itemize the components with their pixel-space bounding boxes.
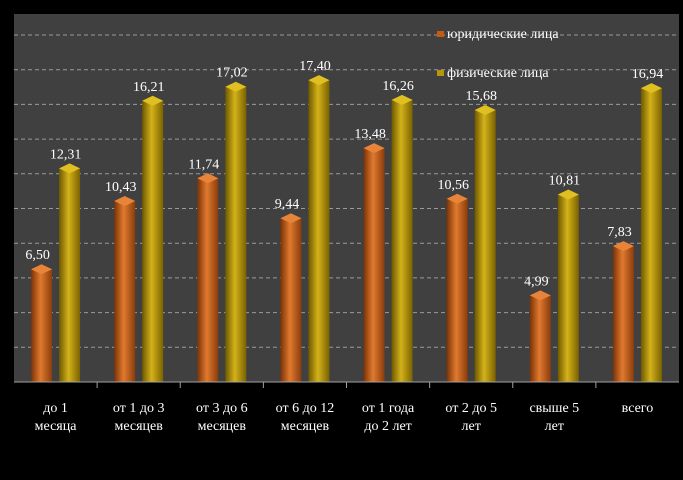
bar-top-cap: [640, 83, 662, 94]
data-label: 13,48: [354, 127, 386, 142]
category-label: от 3 до 6: [196, 401, 248, 416]
bar-legal: [529, 295, 551, 382]
category-label: месяцев: [198, 419, 247, 434]
bar-legal: [612, 246, 634, 382]
bar-top-cap: [391, 94, 413, 105]
data-label: 6,50: [25, 248, 50, 263]
category-label: месяцев: [114, 419, 163, 434]
legend-marker-legal: [437, 31, 444, 37]
category-label: лет: [545, 419, 564, 434]
bar-individual: [59, 168, 81, 382]
bar-top-cap: [197, 173, 219, 184]
bar-individual: [225, 86, 247, 382]
data-label: 11,74: [188, 157, 219, 172]
category-label: всего: [622, 401, 654, 416]
data-label: 7,83: [607, 225, 632, 240]
bar-top-cap: [557, 189, 579, 200]
bar-legal: [280, 218, 302, 382]
bar-top-cap: [446, 193, 468, 204]
bar-individual: [391, 99, 413, 382]
data-label: 16,26: [382, 79, 414, 94]
data-label: 16,21: [133, 80, 165, 95]
data-label: 16,94: [632, 67, 664, 82]
bar-individual: [474, 109, 496, 383]
bar-legal: [31, 269, 53, 382]
data-label: 17,02: [216, 66, 248, 81]
category-label: до 1: [43, 401, 68, 416]
bar-individual: [640, 88, 662, 382]
category-label: свыше 5: [529, 401, 579, 416]
bar-top-cap: [363, 143, 385, 154]
bar-top-cap: [612, 241, 634, 252]
bar-top-cap: [142, 95, 164, 106]
bar-individual: [142, 100, 164, 382]
category-label: от 2 до 5: [445, 401, 497, 416]
bar-top-cap: [308, 75, 330, 86]
bar-legal: [446, 198, 468, 382]
category-labels: до 1 месяца от 1 до 3 месяцев от 3 до 6 месяц…: [35, 382, 654, 434]
bar-top-cap: [225, 81, 247, 92]
bar-individual: [557, 194, 579, 382]
bars: [31, 75, 662, 383]
data-label: 10,43: [105, 180, 137, 195]
legend-label-individual: физические лица: [447, 66, 549, 81]
data-label: 4,99: [524, 274, 549, 289]
bar-top-cap: [529, 290, 551, 301]
category-label: до 2 лет: [364, 419, 411, 434]
bar-top-cap: [280, 213, 302, 224]
bar-legal: [197, 178, 219, 382]
bar-top-cap: [59, 163, 81, 174]
data-label: 10,81: [549, 173, 581, 188]
bar-legal: [363, 148, 385, 382]
category-label: от 1 года: [362, 401, 415, 416]
category-label: месяца: [35, 419, 78, 434]
data-label: 15,68: [465, 89, 497, 104]
data-label: 17,40: [299, 59, 331, 74]
category-label: от 6 до 12: [276, 401, 335, 416]
legend-label-legal: юридические лица: [447, 27, 559, 42]
bar-top-cap: [474, 104, 496, 115]
legend-marker-individual: [437, 70, 444, 76]
data-label: 10,56: [437, 178, 469, 193]
data-labels: 6,50 12,31 10,43 16,21 11,74 17,02 9,44 17,40 13…: [25, 59, 663, 289]
category-label: от 1 до 3: [113, 401, 165, 416]
bar-legal: [114, 201, 136, 382]
category-label: месяцев: [281, 419, 330, 434]
category-label: лет: [462, 419, 481, 434]
data-label: 12,31: [50, 147, 82, 162]
legend: юридические лица физические лица: [437, 27, 559, 81]
bar-top-cap: [114, 196, 136, 207]
bar-individual: [308, 80, 330, 383]
data-label: 9,44: [275, 197, 300, 212]
bar-top-cap: [31, 264, 53, 275]
